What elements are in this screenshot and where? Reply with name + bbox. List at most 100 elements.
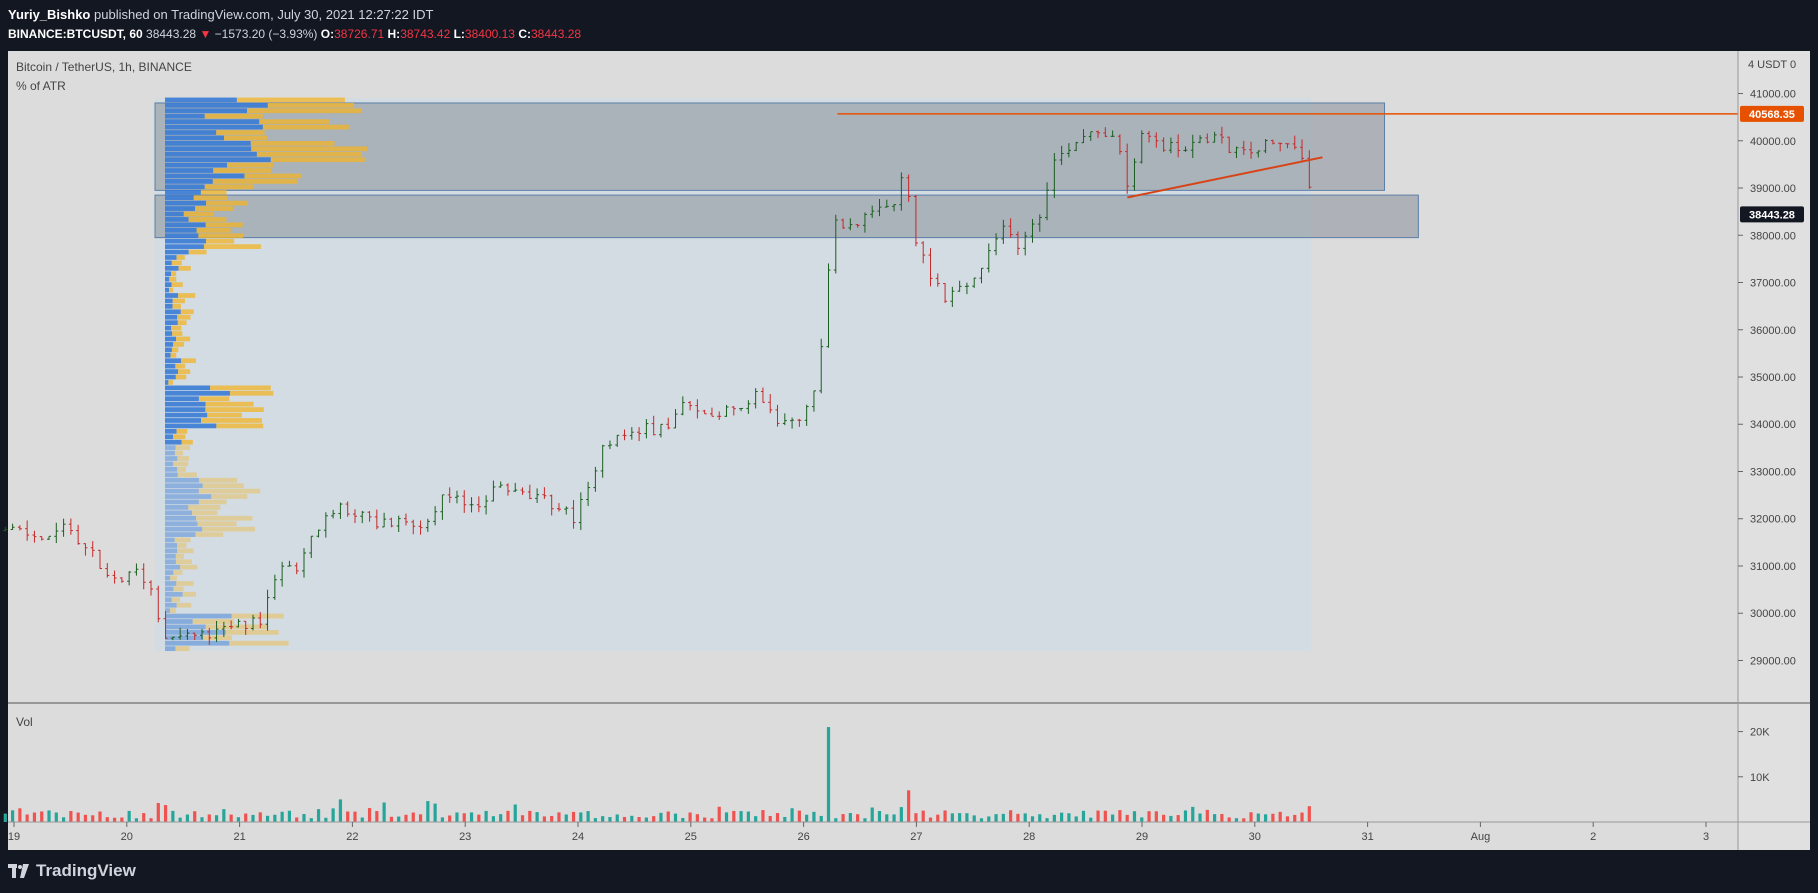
vp-bar-buy	[165, 581, 177, 586]
candles	[0, 126, 1312, 645]
vp-bar-buy	[165, 184, 205, 190]
volume-bar	[506, 810, 510, 822]
vp-bar-sell	[177, 320, 187, 326]
volume-bar	[83, 814, 88, 822]
volume-bar	[309, 818, 313, 822]
volume-bar	[877, 811, 882, 822]
volume-bar	[681, 817, 685, 822]
vp-bar-buy	[165, 168, 214, 173]
time-tick-label: 28	[1023, 831, 1035, 843]
volume-bar	[484, 810, 488, 822]
volume-bar	[928, 817, 933, 822]
low-label: L:	[453, 27, 465, 41]
vp-bar-buy	[165, 244, 204, 249]
vp-bar-buy	[165, 467, 178, 472]
vp-bar-sell	[199, 477, 238, 483]
vp-bar-buy	[165, 113, 205, 119]
vp-bar-sell	[200, 189, 227, 195]
volume-bar	[535, 812, 539, 822]
vp-bar-buy	[165, 119, 260, 124]
volume-bar	[1234, 818, 1239, 822]
vp-bar-buy	[165, 331, 173, 336]
vp-bar-buy	[165, 233, 199, 239]
volume-bar	[513, 804, 517, 822]
volume-bar	[826, 727, 831, 822]
brand-footer[interactable]: TradingView	[8, 861, 136, 881]
vp-bar-buy	[165, 97, 237, 103]
volume-bar	[375, 811, 379, 822]
volume-bar	[287, 810, 292, 822]
volume-bar	[659, 812, 663, 822]
brand-name: TradingView	[36, 861, 136, 880]
vp-bar-sell	[180, 309, 194, 315]
vp-bar-buy	[165, 135, 225, 141]
volume-bar	[54, 812, 58, 822]
volume-bar	[236, 817, 241, 822]
volume-bar	[163, 805, 168, 822]
vp-bar-sell	[192, 619, 234, 624]
time-axis[interactable]: 19 20 21 22 23 24 25 26 27 28 29 30 31 Aug 2 3	[8, 822, 1709, 843]
vp-bar-sell	[173, 434, 186, 440]
volume-bar	[1162, 814, 1166, 822]
volume-bar	[1249, 812, 1253, 822]
volume-bar	[418, 814, 423, 822]
vp-bar-sell	[180, 564, 198, 570]
vp-bar-buy	[165, 271, 172, 277]
vp-bar-sell	[229, 390, 274, 396]
drawn-lines	[837, 113, 1738, 199]
indicator-label: % of ATR	[16, 79, 66, 93]
volume-bar	[1081, 810, 1086, 822]
volume-bar	[550, 815, 554, 822]
vp-bar-sell	[205, 222, 243, 228]
time-tick-label: 21	[233, 831, 245, 843]
volume-bar	[462, 813, 466, 822]
currency-label[interactable]: 4 USDT 0	[1748, 59, 1796, 71]
vp-bar-buy	[165, 505, 189, 510]
price-axis[interactable]: 41000.00 40000.00 39000.00 38000.00 37000.00…	[1738, 89, 1796, 784]
author-name[interactable]: Yuriy_Bishko	[8, 7, 91, 22]
vp-bar-sell	[231, 613, 284, 619]
vp-bar-buy	[165, 613, 232, 619]
vp-bar-sell	[198, 233, 244, 239]
volume-bar	[389, 816, 394, 822]
volume-bar	[965, 813, 969, 822]
vp-bar-sell	[225, 630, 279, 635]
vp-bar-buy	[165, 564, 181, 570]
vp-bar-sell	[170, 575, 177, 581]
volume-bar	[542, 816, 546, 822]
vp-bar-buy	[165, 450, 175, 456]
volume-bar	[404, 814, 408, 822]
zones-layer	[154, 98, 1419, 652]
time-tick-label: 2	[1590, 831, 1596, 843]
vp-bar-buy	[165, 423, 217, 429]
vp-bar-sell	[177, 472, 197, 478]
tradingview-logo-icon	[8, 864, 29, 878]
volume-bar	[994, 814, 998, 822]
vp-bar-buy	[165, 358, 182, 364]
volume-bar	[40, 811, 44, 822]
vp-bar-buy	[165, 630, 226, 635]
vp-bar-buy	[165, 543, 178, 548]
volume-bar	[1154, 811, 1158, 822]
vp-bar-buy	[165, 200, 207, 206]
vp-bar-buy	[165, 515, 197, 521]
vp-bar-buy	[165, 157, 271, 163]
vp-bar-sell	[205, 624, 268, 630]
vp-bar-buy	[165, 102, 268, 108]
vp-bar-buy	[165, 635, 204, 641]
volume-bar	[695, 814, 699, 822]
vp-bar-buy	[165, 124, 263, 130]
vp-bar-sell	[182, 591, 196, 597]
vp-bar-buy	[165, 412, 208, 418]
vp-bar-buy	[165, 521, 198, 527]
close-label: C:	[518, 27, 531, 41]
volume-bar	[717, 806, 721, 822]
vp-bar-sell	[188, 217, 227, 222]
price-tick-label: 37000.00	[1750, 278, 1796, 290]
open-value: 38726.71	[334, 27, 385, 41]
price-tick-label: 30000.00	[1750, 608, 1796, 620]
vp-bar-sell	[227, 162, 274, 168]
volume-bar	[1001, 813, 1005, 822]
vp-bar-buy	[165, 559, 176, 565]
